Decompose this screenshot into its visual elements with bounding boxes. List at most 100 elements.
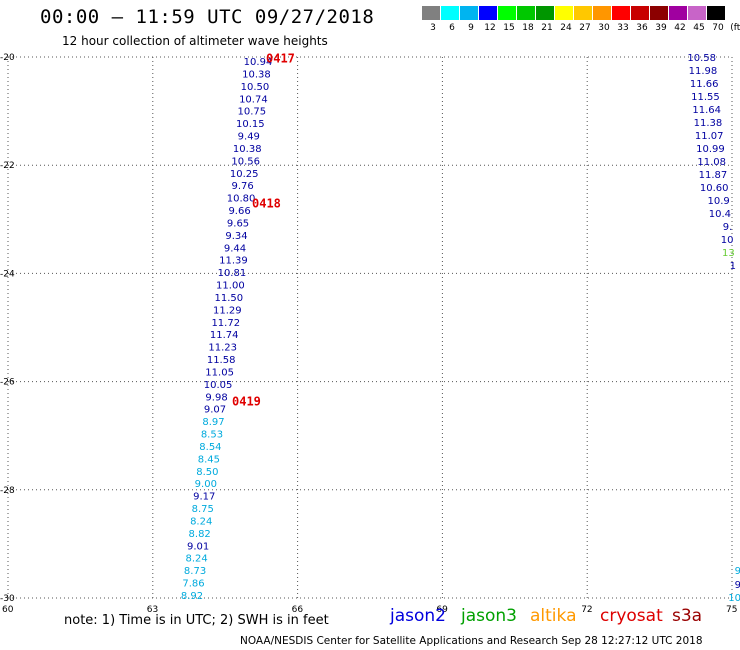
legend-label: 42 xyxy=(674,23,686,33)
wave-height-value: 11.66 xyxy=(690,79,719,90)
wave-height-value: 11.39 xyxy=(219,256,248,267)
wave-height-value: 11.74 xyxy=(210,330,239,341)
wave-height-value: 10.60 xyxy=(700,183,729,194)
legend-label: 9 xyxy=(468,23,474,33)
wave-height-value: 8.75 xyxy=(192,504,214,515)
wave-height-value: 11.00 xyxy=(216,281,245,292)
x-tick-label: 60 xyxy=(2,605,14,615)
footnote: note: 1) Time is in UTC; 2) SWH is in fe… xyxy=(64,613,329,628)
wave-height-value: 11.98 xyxy=(689,66,718,77)
wave-height-value: 10.38 xyxy=(242,69,271,80)
legend-label: 3 xyxy=(430,23,436,33)
credit-line: NOAA/NESDIS Center for Satellite Applica… xyxy=(240,635,703,647)
wave-height-value: 7.86 xyxy=(182,579,204,590)
wave-height-value: 8.24 xyxy=(185,554,207,565)
legend-label: 36 xyxy=(636,23,648,33)
wave-height-value: 11.72 xyxy=(211,318,240,329)
wave-height-value: 11.64 xyxy=(692,105,721,116)
wave-height-value: 10 xyxy=(728,593,740,604)
legend-swatch xyxy=(555,6,573,20)
wave-height-value: 11.87 xyxy=(699,170,728,181)
x-tick-label: 75 xyxy=(726,605,737,615)
wave-height-value: 9.00 xyxy=(195,479,217,490)
pass-time-label: 0419 xyxy=(232,395,261,409)
legend-swatch xyxy=(688,6,706,20)
wave-height-value: 9.98 xyxy=(205,392,227,403)
y-tick-label: -28 xyxy=(0,486,15,496)
wave-height-value: 10.74 xyxy=(239,94,268,105)
map-title: 00:00 – 11:59 UTC 09/27/2018 xyxy=(40,6,375,28)
legend-label: 27 xyxy=(579,23,591,33)
wave-height-value: 8.50 xyxy=(196,467,218,478)
legend-swatch xyxy=(422,6,440,20)
y-tick-label: -22 xyxy=(0,161,15,171)
wave-height-value: 9. xyxy=(723,222,733,233)
pass-time-label: 0417 xyxy=(266,52,295,66)
wave-height-value: 9.01 xyxy=(187,541,209,552)
satellite-cryosat: cryosat xyxy=(600,606,663,626)
wave-height-value: 10.4 xyxy=(709,209,731,220)
wave-height-value: 10.81 xyxy=(218,268,247,279)
legend-swatch xyxy=(536,6,554,20)
wave-height-value: 11.50 xyxy=(215,293,244,304)
wave-height-value: 10.99 xyxy=(696,144,725,155)
legend-label: 39 xyxy=(655,23,667,33)
wave-height-value: 9.44 xyxy=(224,243,246,254)
wave-height-value: 9.76 xyxy=(232,181,254,192)
legend-swatch xyxy=(441,6,459,20)
legend-swatch xyxy=(479,6,497,20)
satellite-jason3: jason3 xyxy=(461,606,517,626)
legend-label: 24 xyxy=(560,23,572,33)
wave-height-value: 11.23 xyxy=(208,343,237,354)
legend-swatch xyxy=(650,6,668,20)
satellite-jason2: jason2 xyxy=(390,606,446,626)
wave-height-value: 8.73 xyxy=(184,566,206,577)
wave-height-value: 9.66 xyxy=(228,206,250,217)
wave-height-value: 9.34 xyxy=(225,231,247,242)
wave-height-value: 10.50 xyxy=(241,82,270,93)
wave-height-value: 10.15 xyxy=(236,119,265,130)
wave-height-value: 8.54 xyxy=(199,442,221,453)
legend-label: 70 xyxy=(712,23,724,33)
legend-swatch xyxy=(669,6,687,20)
map-subtitle: 12 hour collection of altimeter wave hei… xyxy=(62,34,328,48)
wave-height-value: 9.65 xyxy=(227,218,249,229)
y-tick-label: -30 xyxy=(0,594,15,604)
legend-swatch xyxy=(612,6,630,20)
y-tick-label: -24 xyxy=(0,269,15,279)
wave-height-value: 9 xyxy=(735,566,740,577)
legend-swatch xyxy=(517,6,535,20)
y-tick-label: -20 xyxy=(0,53,15,63)
wave-height-value: 10 xyxy=(721,235,734,246)
wave-height-value: 11.08 xyxy=(697,157,726,168)
legend-label: (ft) xyxy=(730,23,740,33)
wave-height-value: 1 xyxy=(730,261,736,272)
legend-label: 15 xyxy=(503,23,515,33)
y-tick-label: -26 xyxy=(0,378,15,388)
wave-height-value: 8.24 xyxy=(190,516,212,527)
legend-label: 6 xyxy=(449,23,455,33)
wave-height-value: 10.38 xyxy=(233,144,262,155)
wave-height-value: 8.82 xyxy=(189,529,211,540)
wave-height-value: 9 xyxy=(735,580,740,591)
wave-height-value: 8.92 xyxy=(181,591,203,602)
wave-height-value: 8.97 xyxy=(202,417,224,428)
wave-height-value: 10.9 xyxy=(707,196,729,207)
wave-height-value: 11.05 xyxy=(205,367,234,378)
x-tick-label: 72 xyxy=(581,605,592,615)
wave-height-value: 10.05 xyxy=(204,380,233,391)
legend-label: 18 xyxy=(522,23,534,33)
satellite-altika: altika xyxy=(530,606,577,626)
wave-height-value: 9.17 xyxy=(193,492,215,503)
wave-height-value: 10.58 xyxy=(687,53,716,64)
legend-label: 45 xyxy=(693,23,705,33)
legend-label: 30 xyxy=(598,23,610,33)
wave-height-value: 8.45 xyxy=(198,454,220,465)
x-tick-label: 66 xyxy=(292,605,304,615)
x-tick-label: 69 xyxy=(436,605,448,615)
wave-height-value: 11.38 xyxy=(694,118,723,129)
wave-height-value: 10.25 xyxy=(230,169,259,180)
wave-height-value: 13 xyxy=(722,248,735,259)
legend-swatch xyxy=(574,6,592,20)
